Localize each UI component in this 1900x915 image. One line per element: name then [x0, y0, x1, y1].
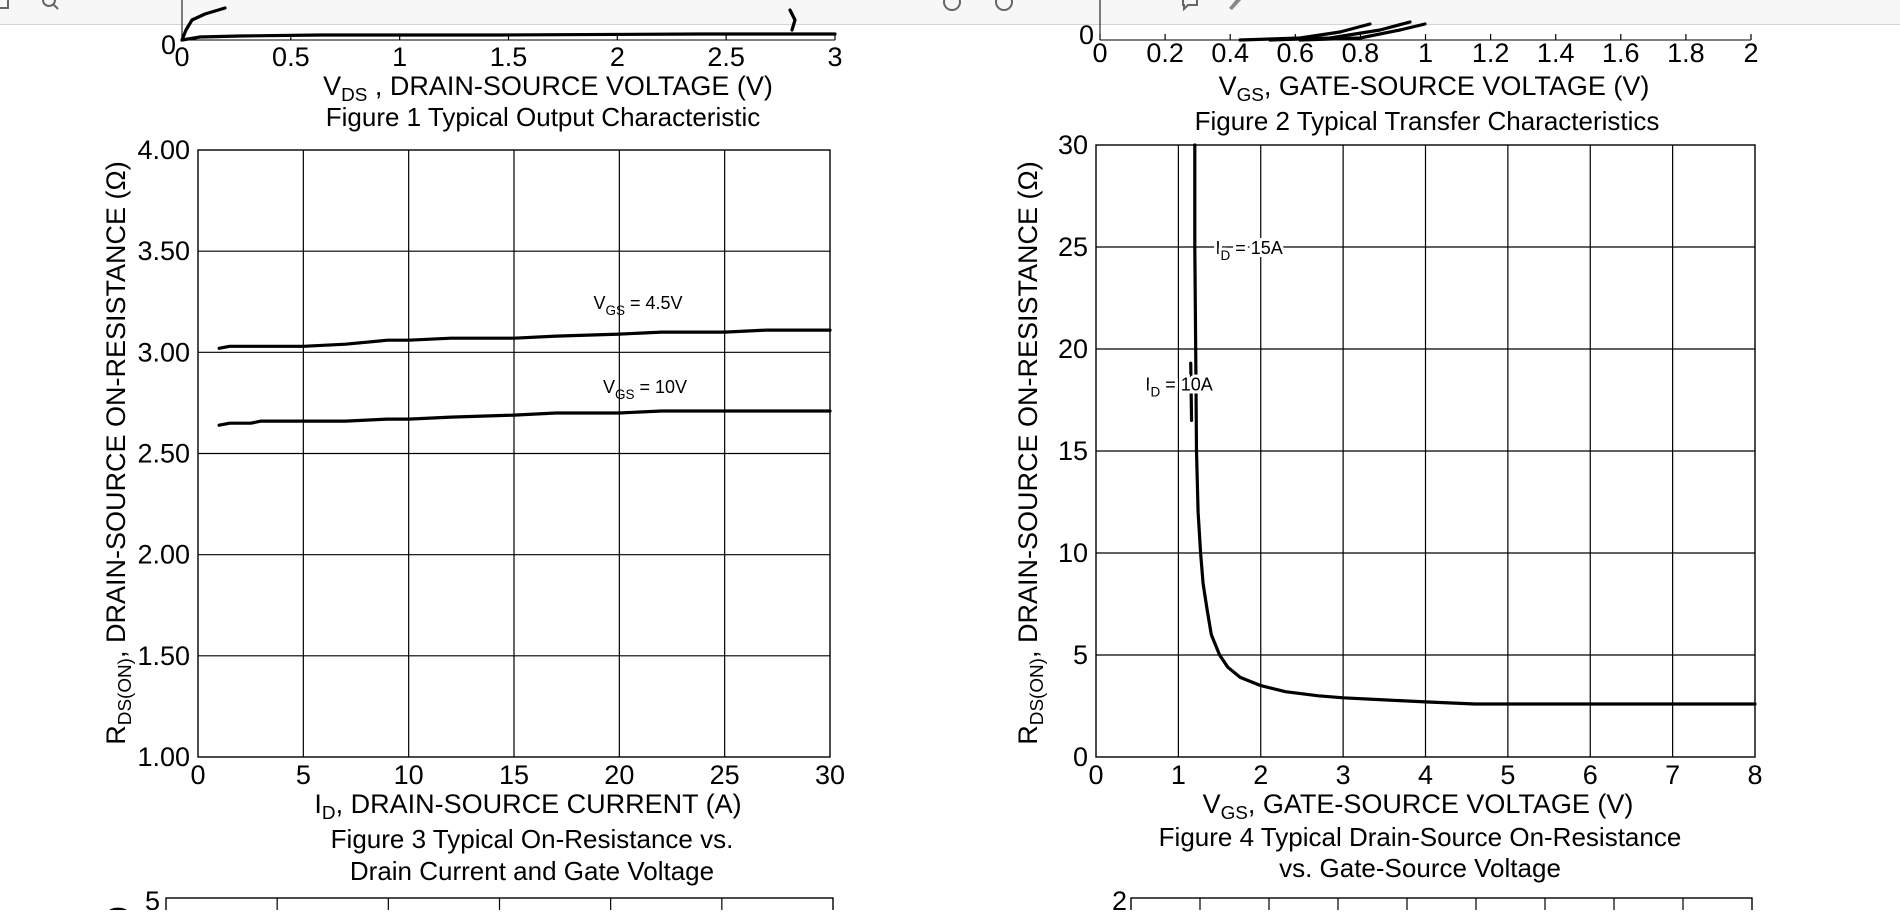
series-line — [180, 32, 837, 42]
y-tick-label: 20 — [1058, 334, 1088, 364]
x-tick-label: 0.4 — [1211, 38, 1249, 68]
x-tick-label: 1.5 — [490, 42, 528, 72]
x-tick-label: 0 — [190, 760, 205, 790]
y-tick-label: 30 — [1058, 130, 1088, 160]
figure-caption: Figure 1 Typical Output Characteristic — [326, 102, 760, 132]
series-label: VGS = 4.5V — [593, 293, 682, 318]
x-tick-label: 0.6 — [1277, 38, 1315, 68]
x-tick-label: 1 — [1418, 38, 1433, 68]
highlight-icon[interactable] — [1225, 0, 1245, 12]
x-tick-label: 0 — [174, 42, 189, 72]
figure-caption: Drain Current and Gate Voltage — [350, 856, 714, 886]
x-tick-label: 0 — [1088, 760, 1103, 790]
series-line — [1193, 143, 1757, 706]
y-tick-label: 0 — [161, 30, 176, 60]
x-tick-label: 2 — [1253, 760, 1268, 790]
x-tick-label: 5 — [1500, 760, 1515, 790]
x-tick-label: 8 — [1747, 760, 1762, 790]
y-tick-label: 25 — [1058, 232, 1088, 262]
figure-caption: vs. Gate-Source Voltage — [1279, 853, 1561, 883]
x-tick-label: 6 — [1583, 760, 1598, 790]
x-tick-label: 1.4 — [1537, 38, 1575, 68]
y-tick-label: 3.50 — [137, 236, 190, 266]
viewer-toolbar — [0, 0, 1900, 25]
x-tick-label: 10 — [394, 760, 424, 790]
y-tick-label: 10 — [1058, 538, 1088, 568]
plot-frame — [197, 149, 831, 758]
x-tick-label: 0 — [1092, 38, 1107, 68]
chart-fig3: 0 5 10 15 20 25 30 1.00 1.50 2.00 2.50 3.00 3.50 4.00… — [101, 135, 845, 886]
x-axis-label: ID, DRAIN-SOURCE CURRENT (A) — [314, 789, 741, 824]
x-tick-label: 1 — [1171, 760, 1186, 790]
y-tick-label: 3.00 — [137, 337, 190, 367]
y-tick-label: 0 — [1079, 20, 1094, 50]
figure-caption: Figure 4 Typical Drain-Source On-Resista… — [1159, 822, 1682, 852]
y-axis-label: RDS(ON), DRAIN-SOURCE ON-RESISTANCE (Ω) — [1013, 161, 1048, 744]
x-tick-label: 0.8 — [1342, 38, 1380, 68]
chart-fig1: 0 0.5 1 1.5 2 2.5 3 0 VDS , DRAIN-SOURCE VOLTAGE… — [161, 0, 843, 132]
x-tick-label: 1.8 — [1667, 38, 1705, 68]
x-tick-label: 30 — [815, 760, 845, 790]
x-tick-label: 0.2 — [1146, 38, 1184, 68]
chart-fig4: 0 1 2 3 4 5 6 7 8 0 5 10 15 20 25 30 ID = 15A ID = 10A VGS… — [1013, 130, 1763, 883]
x-axis-label: VGS, GATE-SOURCE VOLTAGE (V) — [1203, 789, 1634, 824]
y-tick-label: 2.50 — [137, 439, 190, 469]
series-line — [217, 328, 832, 350]
y-tick-label: 15 — [1058, 436, 1088, 466]
grid — [1096, 145, 1755, 757]
plot-frame — [1130, 897, 1753, 915]
x-tick-label: 15 — [499, 760, 529, 790]
y-tick-label: 2.00 — [137, 540, 190, 570]
annotation-label: ID = 15A — [1215, 238, 1282, 263]
y-tick-label: 5 — [145, 886, 160, 910]
x-tick-label: 3 — [827, 42, 842, 72]
y-tick-label: 2 — [1112, 886, 1127, 910]
x-axis-label: VDS , DRAIN-SOURCE VOLTAGE (V) — [323, 71, 773, 106]
zoom-icon[interactable] — [40, 0, 60, 12]
chart-fig5: 5) — [101, 886, 834, 915]
x-tick-label: 25 — [710, 760, 740, 790]
x-tick-label: 3 — [1336, 760, 1351, 790]
x-tick-label: 5 — [296, 760, 311, 790]
x-tick-label: 1.6 — [1602, 38, 1640, 68]
x-tick-label: 1 — [392, 42, 407, 72]
figure-caption: Figure 2 Typical Transfer Characteristic… — [1195, 106, 1660, 136]
x-tick-label: 4 — [1418, 760, 1433, 790]
x-tick-label: 2 — [1743, 38, 1758, 68]
x-tick-label: 2.5 — [707, 42, 745, 72]
rotate-left-icon[interactable] — [942, 0, 962, 12]
y-tick-label: 4.00 — [137, 135, 190, 165]
x-tick-label: 0.5 — [272, 42, 310, 72]
x-tick-label: 7 — [1665, 760, 1680, 790]
y-axis-label: RDS(ON), DRAIN-SOURCE ON-RESISTANCE (Ω) — [101, 161, 136, 744]
x-tick-label: 20 — [604, 760, 634, 790]
grid — [198, 150, 830, 757]
y-tick-label: 5 — [1073, 640, 1088, 670]
x-axis-label: VGS, GATE-SOURCE VOLTAGE (V) — [1219, 71, 1650, 106]
x-tick-label: 2 — [610, 42, 625, 72]
x-tick-label: 1.2 — [1472, 38, 1510, 68]
y-tick-label: 0 — [1073, 742, 1088, 772]
plot-frame — [1095, 144, 1756, 758]
series-line — [217, 409, 832, 427]
series-line — [1298, 22, 1427, 42]
window-icon[interactable] — [0, 0, 12, 12]
comment-icon[interactable] — [1180, 0, 1200, 12]
series-line — [180, 6, 227, 42]
y-axis-label: ) — [101, 906, 131, 910]
chart-fig2: 0 0.2 0.4 0.6 0.8 1 1.2 1.4 1.6 1.8 2 0 VGS, GATE-SO… — [1079, 0, 1759, 136]
rotate-right-icon[interactable] — [994, 0, 1014, 12]
series-line — [788, 8, 797, 32]
y-tick-label: 1.50 — [137, 641, 190, 671]
y-tick-label: 1.00 — [137, 742, 190, 772]
series-label: VGS = 10V — [603, 377, 687, 402]
chart-fig6: 2 — [1112, 886, 1753, 915]
series-line — [1189, 361, 1194, 422]
figure-caption: Figure 3 Typical On-Resistance vs. — [331, 824, 734, 854]
annotation-label: ID = 10A — [1145, 375, 1212, 400]
